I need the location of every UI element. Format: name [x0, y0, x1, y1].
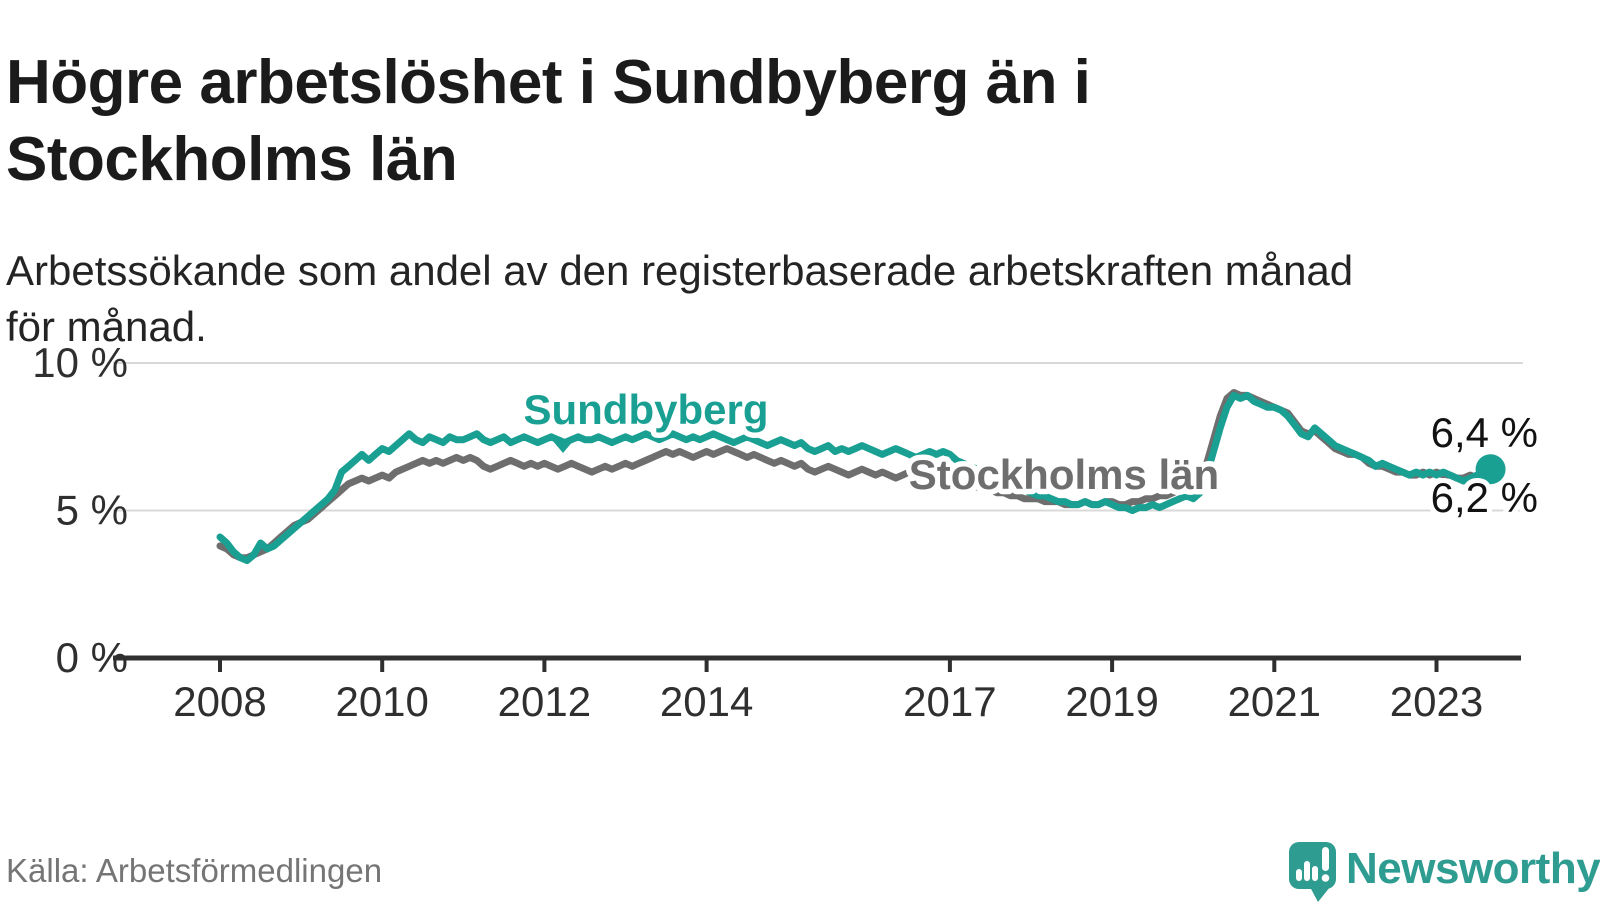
x-tick-label: 2019 — [1065, 678, 1158, 725]
y-tick-label: 5 % — [56, 487, 128, 534]
line-stockholms-lan — [216, 389, 1495, 562]
x-tick-label: 2012 — [498, 678, 591, 725]
series-label-sundbyberg: Sundbyberg — [523, 386, 768, 433]
y-gridlines — [113, 362, 1523, 661]
y-tick-label: 0 % — [56, 634, 128, 681]
x-tick-label: 2023 — [1390, 678, 1483, 725]
end-value-stockholms-lan: 6,2 % — [1431, 474, 1538, 521]
newsworthy-logo[interactable]: Newsworthy — [1288, 840, 1600, 902]
page-title-line2: Stockholms län — [6, 124, 458, 194]
chart-subtitle: Arbetssökande som andel av den registerb… — [6, 243, 1353, 355]
label-caret-icon — [552, 440, 574, 453]
y-tick-label: 10 % — [32, 339, 128, 386]
line-sundbyberg — [216, 391, 1495, 565]
latest-value-dot — [1475, 454, 1506, 485]
brand-wordmark: Newsworthy — [1346, 844, 1600, 893]
x-axis: 2008 2010 2012 2014 2017 2019 2021 2023 — [173, 658, 1483, 725]
x-tick-label: 2010 — [335, 678, 428, 725]
page-title: Högre arbetslöshet i Sundbyberg än i Stoc… — [6, 44, 1091, 198]
x-tick-label: 2017 — [903, 678, 996, 725]
x-tick-label: 2008 — [173, 678, 266, 725]
y-axis-labels: 0 % 5 % 10 % — [32, 339, 128, 681]
page-title-line1: Högre arbetslöshet i Sundbyberg än i — [6, 47, 1091, 117]
newsworthy-pin-icon — [1289, 842, 1336, 902]
x-tick-label: 2021 — [1228, 678, 1321, 725]
chart-subtitle-line2: för månad. — [6, 303, 207, 350]
end-value-sundbyberg: 6,4 % — [1431, 409, 1538, 456]
series-label-stockholms-lan: Stockholms län — [909, 451, 1219, 498]
x-tick-label: 2014 — [660, 678, 753, 725]
chart-subtitle-line1: Arbetssökande som andel av den registerb… — [6, 247, 1354, 294]
source-note: Källa: Arbetsförmedlingen — [6, 852, 383, 889]
